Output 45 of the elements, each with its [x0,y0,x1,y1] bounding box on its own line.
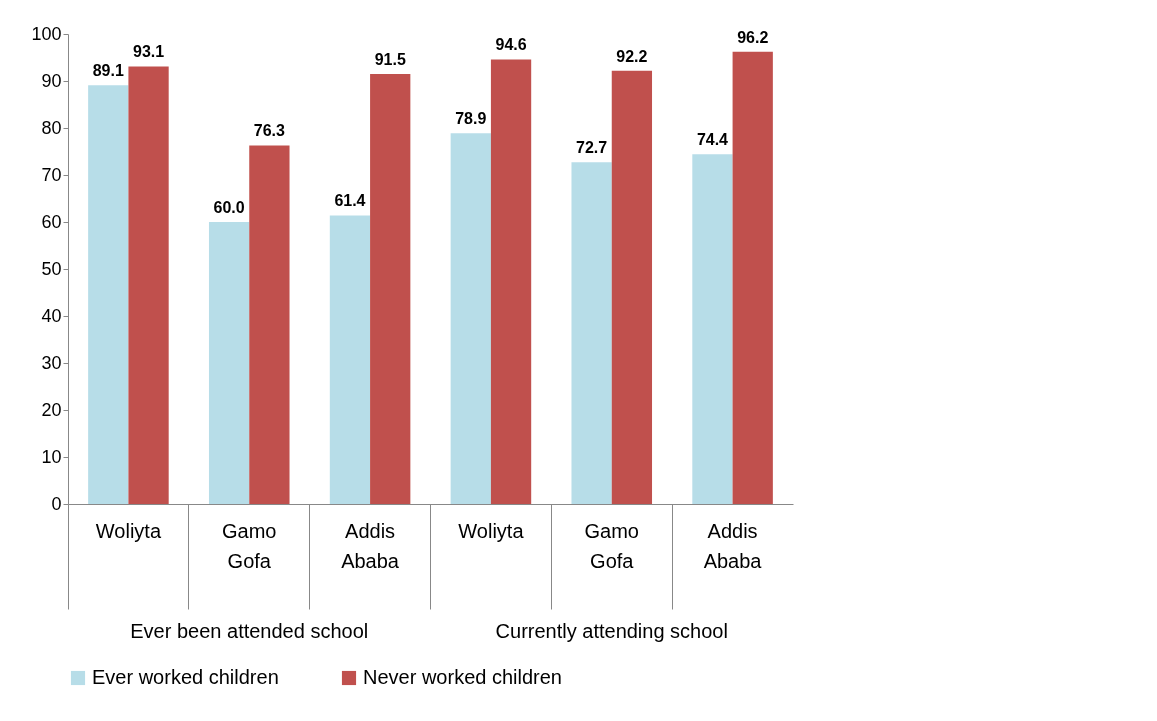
x-tick-label: Addis Ababa [703,519,763,572]
data-label: 93.1 [132,43,165,61]
x-tick-label: Addis Ababa [341,519,400,572]
x-tick-label: Woliyta [458,519,525,542]
data-label: 94.6 [495,36,527,54]
data-label: 60.0 [213,199,245,216]
data-label: 72.7 [576,139,608,157]
data-label: 76.3 [253,122,286,140]
bar [208,222,250,504]
y-tick-label: 100 [31,23,62,44]
bar [88,85,129,504]
data-label: 89.1 [92,62,124,80]
y-tick-label: 40 [41,305,62,326]
legend-label: Ever worked children [92,666,279,688]
bar [611,70,653,504]
data-label: 92.2 [616,47,648,65]
y-tick-label: 70 [41,164,62,185]
data-label: 78.9 [455,110,487,128]
data-label: 91.5 [374,50,406,68]
bar [732,51,773,504]
bar [128,66,169,504]
bar [490,59,532,504]
bar [692,154,733,504]
y-tick-label: 50 [41,258,62,279]
text: Ever been attended school [130,620,369,642]
y-tick-label: 80 [41,117,62,138]
x-tick-label: Gamo Gofa [584,519,639,572]
bar [329,215,371,504]
y-tick-label: 10 [41,446,62,467]
y-tick-label: 0 [51,493,62,514]
bar [571,162,612,504]
y-tick-label: 60 [41,211,62,232]
y-tick-label: 90 [41,70,62,91]
data-label: 96.2 [737,28,769,46]
text: Currently attending school [495,620,728,642]
data-label: 61.4 [334,192,366,210]
legend-label: Never worked children [363,666,562,688]
x-tick-label: Woliyta [95,519,162,542]
data-label: 74.4 [696,131,729,149]
bar [249,145,290,504]
x-tick-label: Gamo Gofa [222,519,277,572]
y-tick-label: 30 [41,352,62,373]
bar [370,73,411,504]
bar [450,133,491,504]
y-tick-label: 20 [41,399,62,420]
